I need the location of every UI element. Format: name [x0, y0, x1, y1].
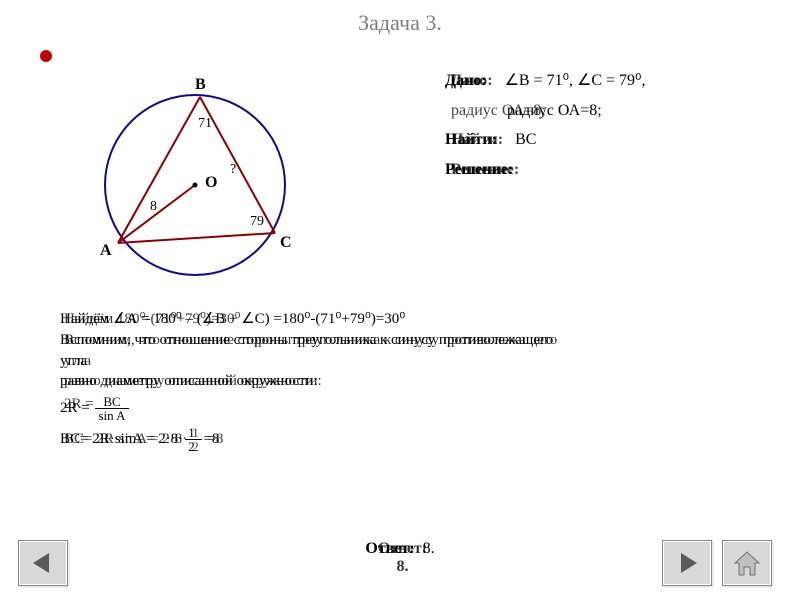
formula-bc: ВС= 2R·sinA = 2·8· [60, 431, 183, 447]
solution-body: Найдём ∠А = 180⁰ – (∠B + ∠C) =180⁰-(71⁰+… [60, 310, 760, 455]
arrow-left-icon [33, 553, 49, 573]
next-button[interactable] [662, 540, 712, 586]
side-ab [118, 97, 200, 243]
fraction-bc-sina: BC sin A [95, 395, 128, 422]
angle-c-value: 79 [250, 214, 264, 229]
formula-bc-tail: =8 [200, 431, 220, 447]
center-o-label: O [205, 174, 217, 191]
step-3: угла [60, 353, 87, 369]
half-num: 1 [185, 426, 198, 440]
given-angles: ∠B = 71⁰, ∠C = 79⁰, [505, 72, 646, 89]
half-den: 2 [185, 440, 198, 453]
find-label: Найти: [445, 131, 497, 148]
vertex-b-label: B [195, 76, 206, 93]
step-1: Найдём ∠А = 180⁰ – (∠B + ∠C) =180⁰-(71⁰+… [60, 311, 405, 327]
step-3-ghost: угла [64, 352, 764, 371]
arrow-right-icon [681, 553, 697, 573]
angle-b-value: 71 [198, 116, 212, 131]
home-icon [731, 547, 763, 579]
nav-bar [0, 540, 800, 590]
radius-value: 8 [150, 199, 157, 214]
given-block: Дано: Дано: ∠B = 71⁰, ∠C = 79⁰, радиус О… [445, 70, 785, 188]
geometry-diagram: B A C O 71 79 8 ? [80, 55, 310, 285]
bullet-icon [40, 50, 52, 62]
step-2: Вспомним, что отношение стороны треуголь… [60, 332, 553, 348]
vertex-a-label: A [100, 242, 112, 259]
find-value: ВС [515, 131, 536, 148]
side-ca [118, 233, 275, 243]
fraction-half: 12 [185, 426, 198, 453]
problem-title: Задача 3. [0, 10, 800, 36]
radius-oa [118, 185, 195, 243]
question-mark: ? [230, 162, 236, 177]
prev-button[interactable] [18, 540, 68, 586]
home-button[interactable] [722, 540, 772, 586]
center-point [193, 183, 198, 188]
frac-den: sin A [95, 409, 128, 422]
formula-2r: 2R = [60, 400, 90, 416]
vertex-c-label: C [280, 234, 292, 251]
solution-label: Решение: [445, 161, 513, 178]
given-radius: радиус ОА=8; [507, 102, 602, 119]
frac-num: BC [95, 395, 128, 409]
formula-2r-ghost: 2R = [64, 395, 764, 414]
given-label: Дано: [445, 72, 487, 89]
step-4: равно диаметру описанной окружности: [60, 373, 318, 389]
